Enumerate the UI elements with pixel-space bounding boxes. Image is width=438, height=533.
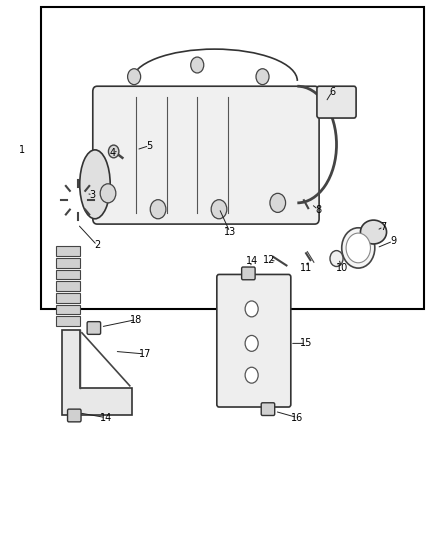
Circle shape <box>342 228 375 268</box>
Text: 4: 4 <box>110 148 116 158</box>
Text: 18: 18 <box>130 314 142 325</box>
Circle shape <box>127 69 141 85</box>
Bar <box>56 270 80 279</box>
FancyBboxPatch shape <box>67 409 81 422</box>
FancyBboxPatch shape <box>242 267 255 280</box>
Text: 15: 15 <box>300 338 312 349</box>
Ellipse shape <box>80 150 110 219</box>
Bar <box>56 293 80 303</box>
Circle shape <box>100 184 116 203</box>
Circle shape <box>211 200 227 219</box>
Text: 16: 16 <box>291 413 304 423</box>
FancyBboxPatch shape <box>217 274 291 407</box>
Circle shape <box>245 335 258 351</box>
Circle shape <box>245 367 258 383</box>
FancyBboxPatch shape <box>93 86 319 224</box>
FancyBboxPatch shape <box>261 403 275 416</box>
Bar <box>56 258 80 268</box>
Circle shape <box>109 145 119 158</box>
Polygon shape <box>62 330 132 415</box>
Text: 14: 14 <box>246 256 258 266</box>
Text: 13: 13 <box>224 227 236 237</box>
Circle shape <box>256 69 269 85</box>
Text: 11: 11 <box>300 263 312 272</box>
Circle shape <box>330 251 343 266</box>
Text: 9: 9 <box>390 236 396 246</box>
Text: 1: 1 <box>19 145 25 155</box>
Text: 14: 14 <box>100 413 112 423</box>
Bar <box>56 305 80 314</box>
Text: 17: 17 <box>139 349 151 359</box>
Circle shape <box>150 200 166 219</box>
Text: 2: 2 <box>94 240 100 251</box>
Circle shape <box>346 233 371 263</box>
Text: 5: 5 <box>146 141 152 151</box>
Bar <box>56 246 80 256</box>
Text: 10: 10 <box>336 263 348 272</box>
Circle shape <box>245 301 258 317</box>
Bar <box>56 281 80 291</box>
FancyBboxPatch shape <box>317 86 356 118</box>
Text: 3: 3 <box>90 190 96 200</box>
Bar <box>56 317 80 326</box>
FancyBboxPatch shape <box>87 321 101 334</box>
Text: 6: 6 <box>329 86 335 96</box>
Text: 7: 7 <box>380 222 387 232</box>
Bar <box>41 7 424 309</box>
Circle shape <box>191 57 204 73</box>
Text: 12: 12 <box>263 255 275 265</box>
Ellipse shape <box>360 220 387 244</box>
Circle shape <box>270 193 286 213</box>
Text: 8: 8 <box>315 205 321 215</box>
